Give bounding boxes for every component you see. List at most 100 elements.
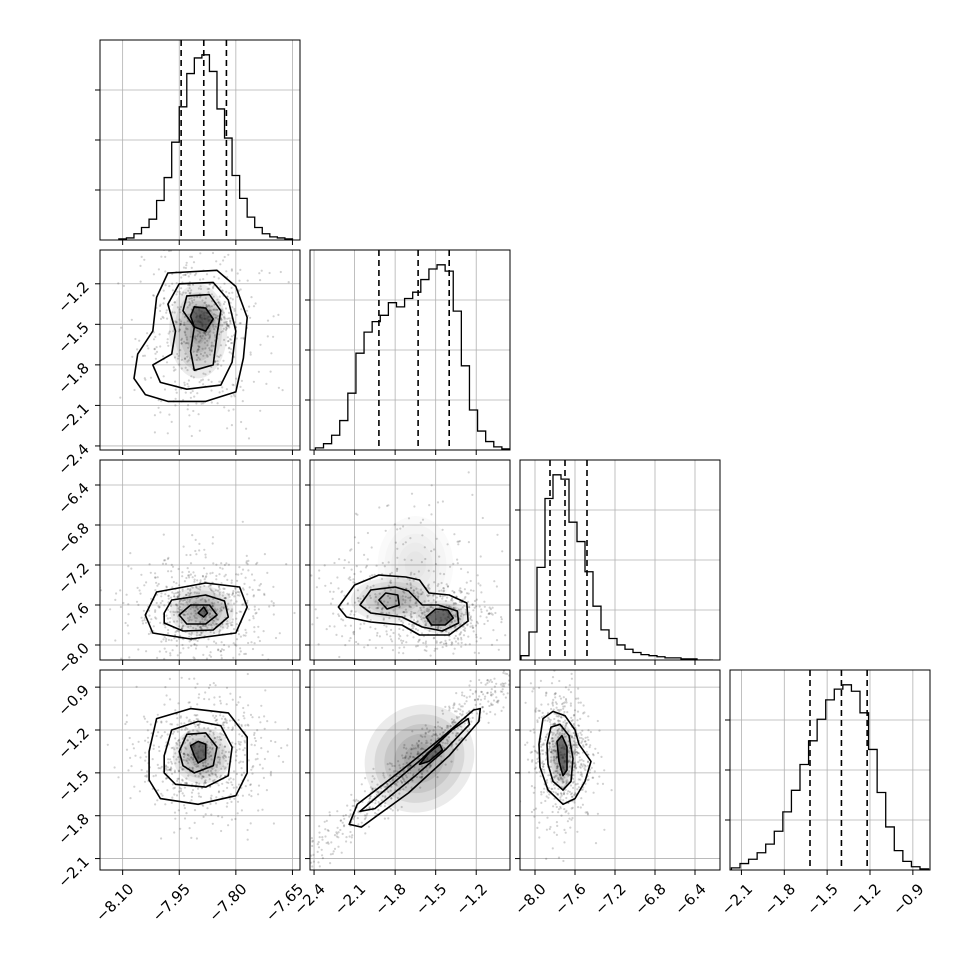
sample-point (214, 727, 217, 730)
sample-point (210, 349, 213, 352)
sample-point (454, 614, 457, 618)
sample-point (492, 664, 494, 666)
sample-point (545, 692, 548, 695)
sample-point (230, 728, 234, 732)
sample-point (374, 627, 377, 630)
sample-point (447, 631, 450, 635)
sample-point (203, 567, 206, 570)
sample-point (448, 705, 451, 708)
sample-point (212, 590, 215, 593)
sample-point (576, 782, 579, 786)
sample-point (220, 641, 223, 644)
sample-point (249, 353, 252, 356)
sample-point (452, 606, 455, 610)
sample-point (577, 806, 580, 809)
sample-point (223, 745, 226, 748)
sample-point (366, 531, 369, 535)
sample-point (170, 801, 173, 805)
sample-point (456, 562, 459, 565)
sample-point (471, 603, 474, 606)
sample-point (490, 643, 494, 647)
sample-point (539, 660, 541, 662)
sample-point (220, 602, 223, 605)
sample-point (172, 746, 175, 749)
sample-point (184, 357, 187, 360)
sample-point (420, 611, 423, 615)
sample-point (190, 631, 193, 635)
sample-point (411, 623, 414, 626)
sample-point (246, 838, 249, 841)
sample-point (441, 741, 444, 744)
sample-point (199, 335, 202, 338)
sample-point (566, 779, 569, 782)
sample-point (186, 306, 189, 309)
sample-point (178, 608, 182, 611)
sample-point (189, 391, 192, 394)
sample-point (223, 597, 226, 600)
sample-point (277, 313, 280, 316)
sample-point (238, 733, 241, 736)
sample-point (594, 842, 598, 845)
sample-point (227, 253, 230, 256)
sample-point (206, 667, 208, 669)
sample-point (497, 648, 500, 651)
sample-point (490, 694, 493, 697)
sample-point (247, 759, 250, 762)
sample-point (176, 620, 179, 623)
sample-point (176, 730, 179, 733)
sample-point (569, 761, 572, 764)
sample-point (573, 793, 576, 797)
sample-point (172, 369, 176, 372)
sample-point (383, 600, 386, 603)
sample-point (542, 765, 545, 768)
sample-point (163, 636, 166, 639)
sample-point (532, 728, 535, 731)
sample-point (359, 570, 362, 573)
sample-point (506, 692, 509, 695)
sample-point (539, 634, 541, 636)
sample-point (167, 597, 170, 600)
sample-point (549, 825, 552, 829)
sample-point (165, 741, 168, 744)
sample-point (256, 561, 259, 564)
sample-point (537, 760, 540, 763)
sample-point (179, 715, 182, 718)
sample-point (501, 690, 504, 693)
sample-point (219, 607, 222, 610)
sample-point (197, 592, 201, 595)
sample-point (540, 715, 544, 719)
sample-point (215, 714, 218, 718)
sample-point (432, 733, 435, 736)
sample-point (185, 812, 188, 815)
sample-point (553, 831, 556, 834)
sample-point (179, 827, 182, 830)
sample-point (337, 587, 340, 590)
sample-point (461, 691, 464, 694)
sample-point (178, 600, 182, 603)
sample-point (426, 741, 429, 744)
sample-point (160, 765, 163, 768)
sample-point (419, 776, 423, 779)
sample-point (183, 786, 186, 789)
sample-point (570, 735, 573, 738)
sample-point (232, 602, 236, 605)
sample-point (174, 388, 177, 391)
sample-point (409, 582, 412, 585)
sample-point (405, 611, 408, 614)
sample-point (161, 794, 164, 797)
sample-point (183, 807, 186, 810)
sample-point (170, 563, 173, 567)
sample-point (402, 746, 406, 749)
sample-point (156, 799, 159, 802)
sample-point (211, 536, 215, 539)
sample-point (233, 664, 235, 666)
sample-point (181, 778, 184, 781)
sample-point (204, 556, 207, 559)
sample-point (454, 721, 457, 724)
sample-point (224, 344, 228, 347)
sample-point (532, 808, 536, 811)
sample-point (194, 606, 197, 609)
sample-point (567, 774, 570, 777)
sample-point (568, 790, 572, 794)
sample-point (561, 729, 564, 732)
